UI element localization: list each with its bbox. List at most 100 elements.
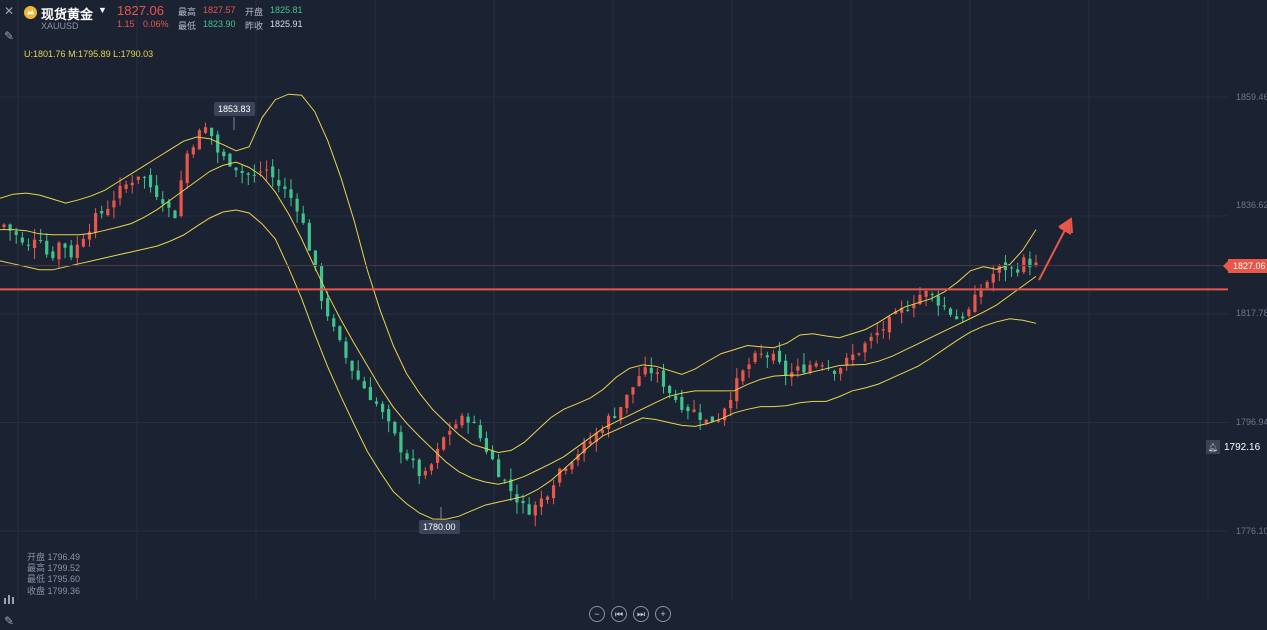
candle-body [967,309,971,317]
candle-body [869,336,873,342]
candle-body [509,479,513,492]
candle-body [161,199,165,204]
candle-body [332,318,336,327]
edit-icon[interactable]: ✎ [3,614,15,628]
candle-body [808,364,812,373]
ohlc-panel: 开盘 1796.49 最高 1799.52 最低 1795.60 收盘 1799… [27,552,80,597]
candle-body [112,200,116,208]
candle-body [258,171,263,173]
candle-body [100,211,104,214]
candle-body [423,470,427,476]
candle-body [179,180,183,217]
price-alert[interactable]: 🔔︎ 1792.16 [1206,440,1260,454]
zoom-in-icon[interactable]: + [655,606,671,622]
candle-body [692,409,696,412]
bollinger-lower [0,209,1037,520]
candle-body [185,153,189,184]
caret-down-icon[interactable]: ▼ [98,5,107,15]
boll-middle: M:1795.89 [68,49,111,59]
candle-body [130,182,134,186]
candle-body [399,432,403,453]
candle-body [429,464,434,471]
candle-body [942,305,947,307]
candle-body [405,453,409,460]
high-marker-label: 1853.83 [214,102,255,116]
bollinger-upper [0,93,1037,454]
candle-body [588,441,592,444]
trend-arrow-head [1059,219,1071,235]
candle-body [246,173,250,175]
candle-body [594,432,598,442]
candle-body [75,244,79,258]
candle-body [32,239,37,249]
candle-body [393,421,397,434]
candle-body [350,360,354,371]
candle-body [118,185,122,199]
close-icon[interactable]: ✕ [3,4,15,18]
symbol-code: XAUUSD [41,21,79,31]
candle-body [81,238,85,247]
candle-body [1016,269,1020,273]
ohlc-low: 最低 1795.60 [27,574,81,585]
candle-body [14,231,18,235]
chart-navigation: − ⏮ ⏭ + [589,606,671,624]
y-tick: 1796.94 [1236,417,1267,427]
candle-body [710,416,714,423]
candle-body [814,363,818,367]
trend-arrow-line [1038,227,1067,281]
candle-body [252,174,256,176]
candle-body [478,425,482,439]
candle-body [796,366,800,371]
symbol-name[interactable]: 现货黄金 [41,7,94,22]
candle-body [637,376,641,386]
candle-body [374,401,379,404]
bell-icon[interactable]: 🔔︎ [1206,440,1220,454]
candle-body [460,415,464,426]
candle-body [930,294,934,296]
candle-body [234,167,238,171]
pencil-icon[interactable]: ✎ [3,29,15,43]
candle-body [26,244,31,246]
candle-body [197,130,202,150]
candle-body [985,282,989,288]
candle-body [344,341,348,358]
candle-body [802,364,806,373]
last-price: 1827.06 [117,3,164,18]
low-marker-label: 1780.00 [419,520,460,534]
y-tick: 1817.78 [1236,308,1267,318]
candle-body [155,185,159,198]
candle-body [484,438,489,452]
candle-body [948,308,953,315]
candle-body [600,430,605,433]
current-price-tag: 1827.06 [1223,259,1267,273]
candle-body [63,243,67,248]
step-forward-icon[interactable]: ⏭ [633,606,649,622]
candle-body [277,180,281,186]
candle-body [93,213,98,233]
step-back-icon[interactable]: ⏮ [611,606,627,622]
candle-body [51,251,55,259]
candle-body [216,134,220,153]
boll-upper: U:1801.76 [24,49,66,59]
candle-body [753,353,757,363]
candle-body [668,385,672,394]
candle-body [716,420,721,422]
chart-bars-icon[interactable] [0,590,18,608]
candle-body [875,332,879,336]
candle-body [240,171,244,173]
bollinger-values: U:1801.76 M:1795.89 L:1790.03 [24,49,153,59]
candle-body [173,210,177,219]
candle-body [142,176,147,178]
candle-body [545,496,550,500]
candle-body [564,468,568,471]
candle-body [338,326,342,340]
gold-coin-icon [24,6,37,19]
candle-body [912,304,916,309]
zoom-out-icon[interactable]: − [589,606,605,622]
candle-body [881,329,885,331]
candle-body [203,127,208,133]
candle-body [619,406,623,420]
candle-body [442,437,446,450]
candle-body [368,387,372,401]
